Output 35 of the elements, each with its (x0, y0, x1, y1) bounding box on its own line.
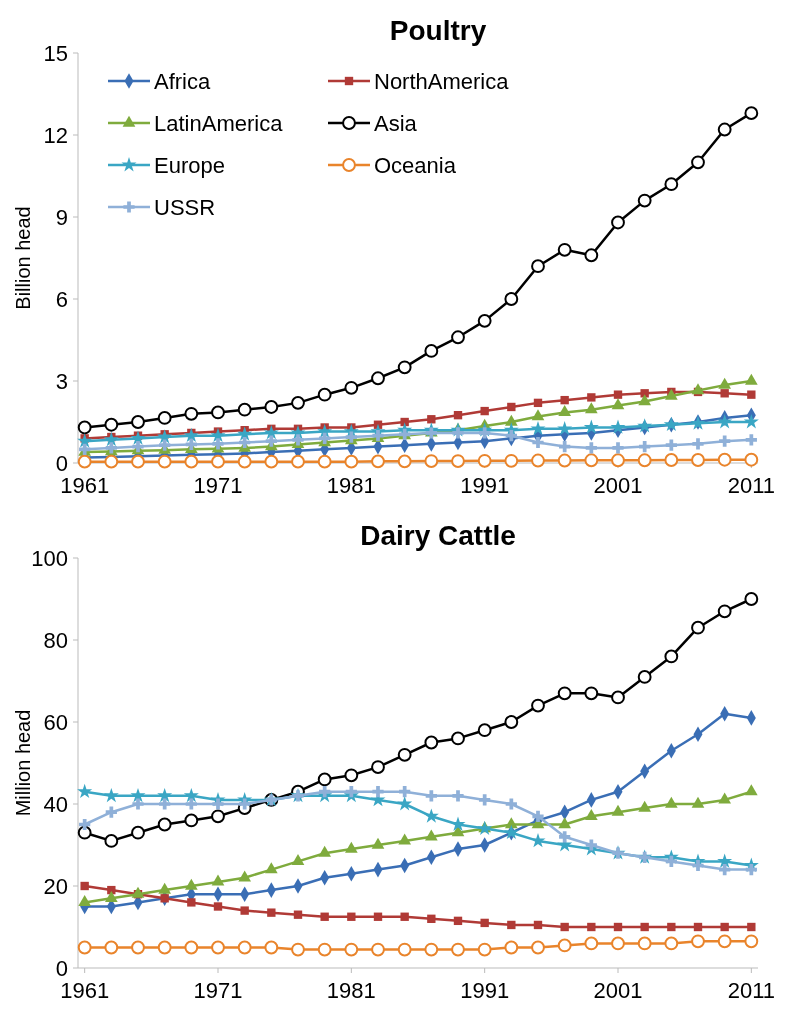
legend-label: LatinAmerica (154, 110, 284, 136)
y-tick-label: 9 (55, 204, 68, 230)
x-tick-label: 2011 (727, 978, 775, 1003)
chart-title: Dairy Cattle (360, 520, 516, 551)
y-tick-label: 15 (43, 40, 68, 66)
y-tick-label: 100 (31, 545, 68, 571)
chart-title: Poultry (389, 15, 487, 46)
x-tick-label: 1981 (326, 978, 376, 1003)
legend-label: Asia (374, 110, 418, 136)
y-tick-label: 20 (43, 873, 68, 899)
x-tick-label: 1991 (460, 978, 510, 1003)
x-tick-label: 2001 (593, 978, 643, 1003)
y-axis-title: Billion head (12, 206, 34, 310)
legend-label: NorthAmerica (374, 68, 510, 94)
y-tick-label: 40 (43, 791, 68, 817)
x-tick-label: 1981 (326, 473, 376, 498)
y-tick-label: 12 (43, 122, 68, 148)
x-tick-label: 1961 (60, 473, 110, 498)
y-tick-label: 6 (55, 286, 68, 312)
x-tick-label: 2011 (727, 473, 775, 498)
x-tick-label: 2001 (593, 473, 643, 498)
legend-label: Oceania (374, 152, 457, 178)
y-tick-label: 3 (55, 368, 68, 394)
legend-label: Europe (154, 152, 225, 178)
x-tick-label: 1971 (193, 978, 243, 1003)
y-tick-label: 0 (55, 450, 68, 476)
legend-label: USSR (154, 194, 216, 220)
y-axis-title: Million head (12, 709, 34, 817)
y-tick-label: 60 (43, 709, 68, 735)
x-tick-label: 1971 (193, 473, 243, 498)
legend-label: Africa (154, 68, 211, 94)
x-tick-label: 1991 (460, 473, 510, 498)
y-tick-label: 0 (55, 955, 68, 981)
x-tick-label: 1961 (60, 978, 110, 1003)
y-tick-label: 80 (43, 627, 68, 653)
